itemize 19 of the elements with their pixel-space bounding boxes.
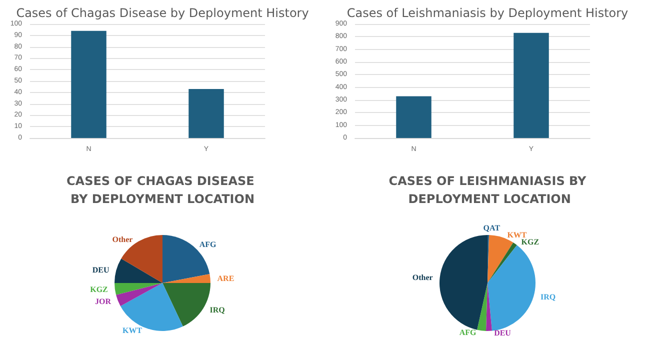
chart-title: CASES OF CHAGAS DISEASE BY DEPLOYMENT LOCATION [66, 174, 258, 206]
slice-label: ARE [217, 274, 234, 283]
slice-label: Other [412, 273, 434, 282]
slice-label: AFG [199, 240, 216, 249]
slice-label: KWT [122, 326, 143, 336]
slice-label: AFG [459, 328, 476, 338]
slice-label: JOR [95, 296, 112, 306]
chart-title: Cases of Chagas Disease by Deployment History [16, 6, 309, 20]
slice-label: KWT [507, 230, 528, 240]
slice-label: KGZ [90, 284, 108, 294]
slice-label: QAT [483, 224, 501, 233]
slice-label: KGZ [521, 238, 540, 247]
slice-label: DEU [494, 328, 512, 338]
slice-label: IRQ [210, 305, 225, 314]
chart-title: Cases of Leishmaniasis by Deployment History [346, 6, 628, 20]
slice-label: Other [112, 235, 134, 244]
chart-title: CASES OF LEISHMANIASIS BY DEPLOYMENT LOCATION [388, 174, 587, 206]
slice-label: DEU [92, 265, 110, 274]
slice-label: IRQ [540, 292, 556, 302]
